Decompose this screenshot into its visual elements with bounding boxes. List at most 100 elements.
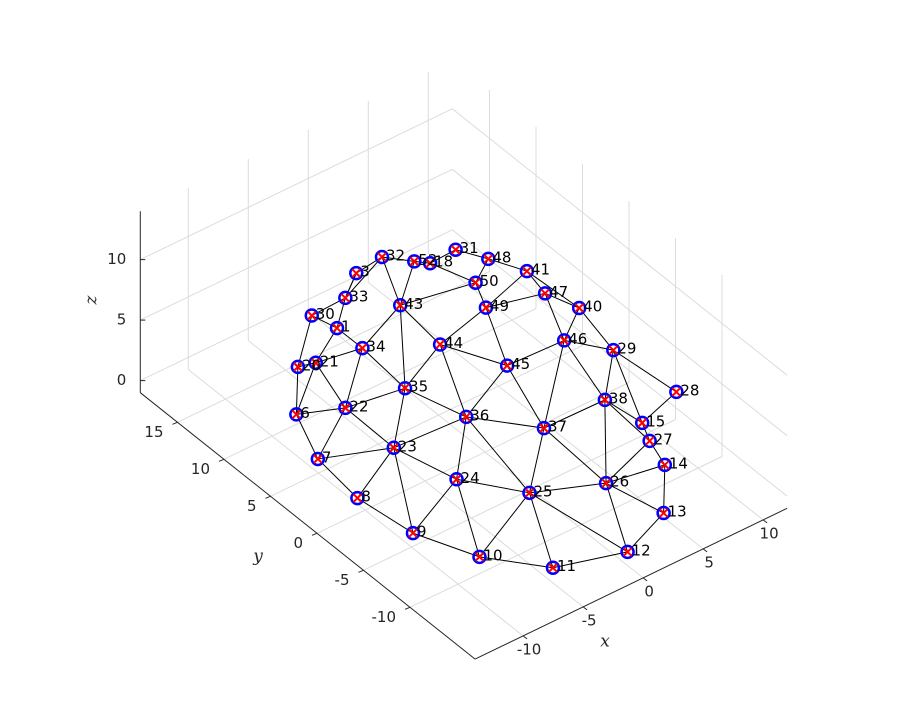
edge [345,407,395,449]
edge [439,307,487,345]
node [290,359,306,375]
edge [399,305,406,389]
edge [315,362,346,409]
edge [344,272,357,299]
edge [317,447,394,460]
node [422,255,438,271]
x-tick [642,577,648,582]
edge [475,258,489,283]
edge [393,388,406,448]
node [350,490,365,506]
grid-line [451,108,788,376]
node-marker [425,258,435,268]
edge [604,399,643,424]
node-marker [293,362,303,372]
node-label: 27 [654,430,673,448]
node [458,409,474,425]
y-tick [358,569,364,573]
node [598,475,614,491]
node-label: 3 [360,263,370,281]
x-tick [522,635,528,640]
node-label: 40 [583,297,602,315]
edge [605,483,629,553]
node-label: 1 [341,318,351,336]
node-marker [311,358,321,368]
node-marker [408,528,418,538]
x-tick-label: 10 [760,524,779,542]
edge [649,440,666,466]
x-tick [582,606,588,611]
node [407,254,422,269]
edge [466,416,545,429]
edge [404,387,467,418]
node-label: 9 [417,523,427,541]
node-marker [540,288,550,299]
grid-line [247,340,584,608]
y-tick-label: -5 [335,571,350,589]
node-label: 49 [490,297,509,315]
node-marker [660,460,670,470]
node-marker [637,418,647,428]
node-marker [461,412,471,422]
node-label: 43 [404,295,423,313]
node-label: 24 [461,469,480,487]
edge [315,347,363,364]
node-label: 28 [680,381,699,399]
node-label: 38 [609,389,628,407]
node-label: 14 [669,454,688,472]
edge [612,349,643,424]
grid-line [451,168,788,437]
node [392,298,408,313]
edge [400,282,476,306]
node-marker [395,300,405,310]
edge [543,399,606,429]
node-marker [451,474,462,485]
node-marker [340,293,351,303]
y-axis [139,392,476,660]
grid-line [270,345,583,497]
edge [357,447,395,499]
edge [412,532,480,558]
node-marker [400,383,410,393]
edge [439,344,467,418]
edge [456,479,480,558]
node-label: 25 [533,482,552,500]
grid-line [140,168,453,321]
node [304,308,320,323]
edge [404,344,441,389]
node-marker [313,454,323,464]
node [519,263,535,279]
node [374,249,390,265]
y-axis-label: y [252,547,263,567]
edge [393,416,467,449]
edge [357,497,414,534]
node [289,407,304,422]
node [606,342,621,358]
edge [529,492,628,553]
edge [297,362,316,368]
grid-line [409,456,723,608]
edge [506,339,565,367]
node-marker [332,323,342,333]
node [449,472,464,487]
node-label: 41 [531,261,550,279]
node-marker [658,508,669,518]
node-label: 21 [320,352,339,370]
node-label: 45 [511,355,530,373]
node-marker [450,245,461,255]
edge [317,458,358,499]
grid-line [177,271,490,423]
node [478,300,494,315]
edge [311,315,338,329]
edge [465,365,508,418]
edge [613,349,677,393]
node-label: 37 [548,418,567,436]
node-marker [608,345,619,355]
edge [345,387,406,409]
y-tick-label: 0 [293,534,303,552]
node-marker [601,478,611,488]
edge [393,447,457,480]
node-marker [470,277,481,288]
node-marker [644,436,655,446]
